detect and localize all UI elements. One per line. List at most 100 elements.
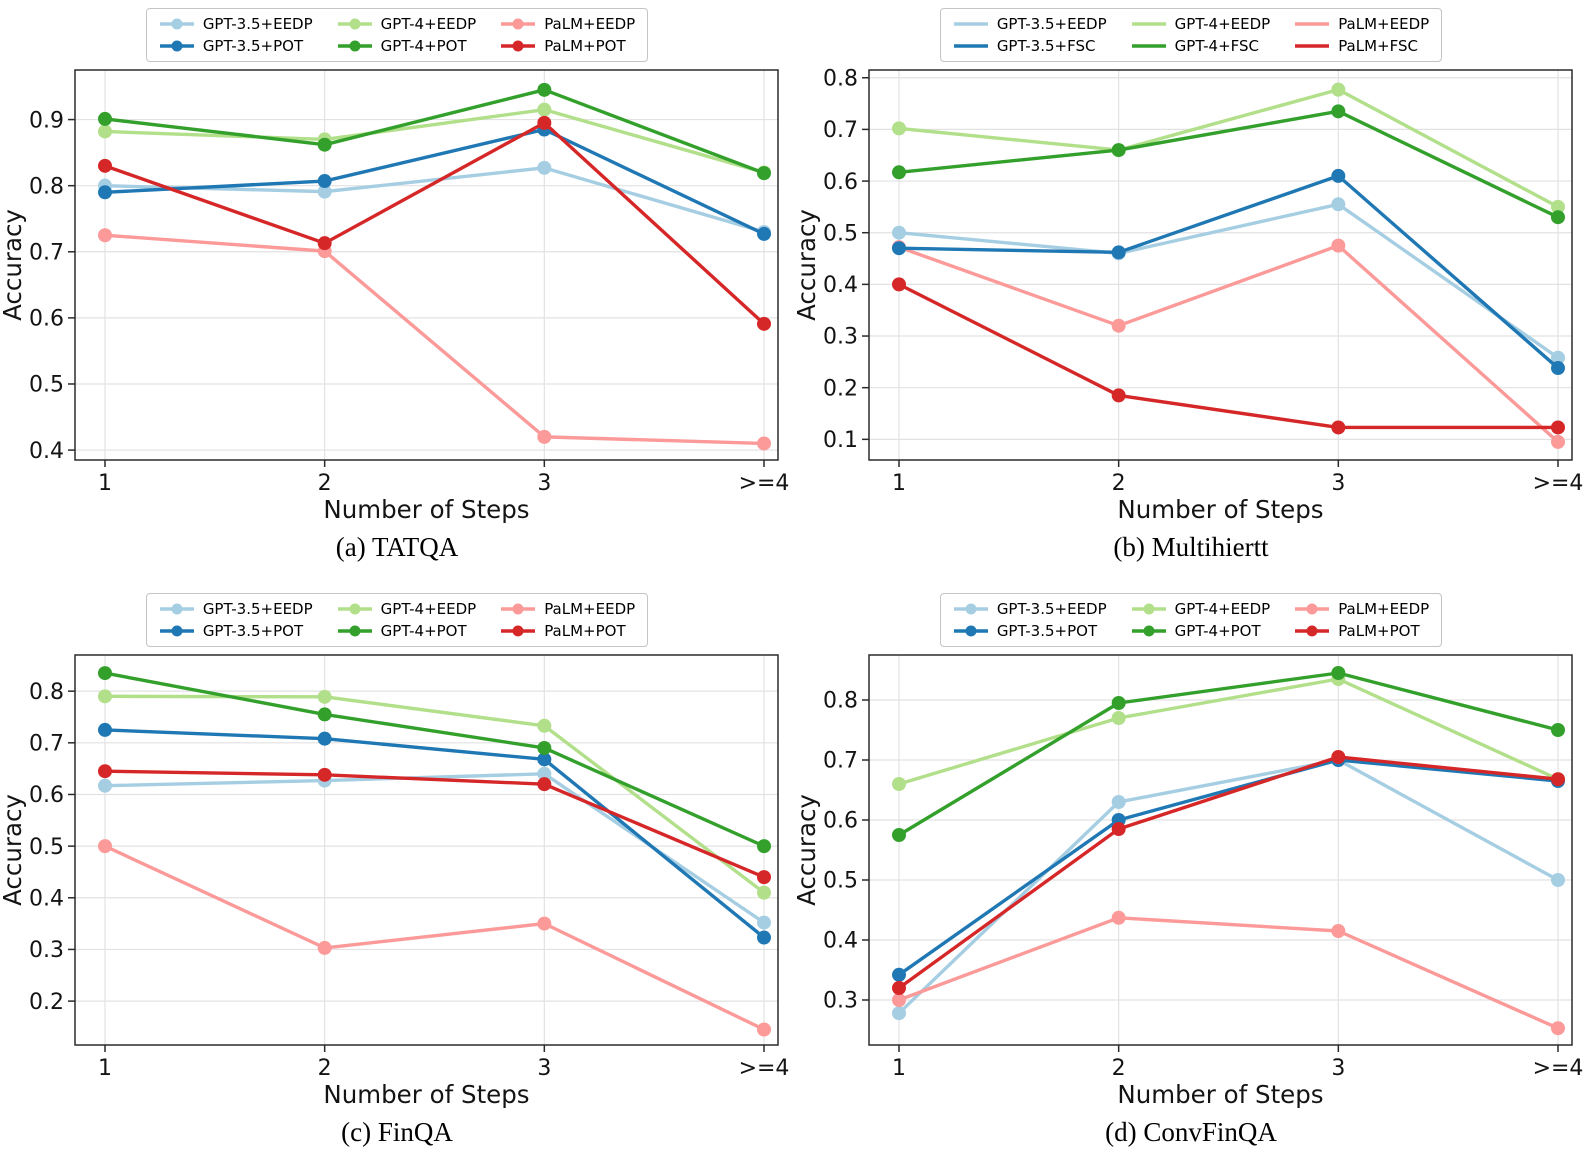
legend-item: GPT-3.5+POT	[159, 35, 313, 57]
legend-swatch-icon	[1295, 603, 1330, 615]
svg-text:0.7: 0.7	[823, 749, 858, 774]
chart-caption: (c) FinQA	[341, 1117, 453, 1147]
legend-swatch-icon	[1131, 44, 1166, 48]
legend-item: GPT-4+POT	[337, 35, 477, 57]
legend-label: GPT-4+POT	[1174, 622, 1261, 640]
chart-caption: (b) Multihiertt	[1113, 532, 1269, 562]
chart-legend: GPT-3.5+EEDP GPT-3.5+POT GPT-4+EEDP GPT-4+P…	[939, 593, 1443, 647]
legend-item: GPT-4+POT	[337, 620, 477, 642]
svg-text:Number of Steps: Number of Steps	[323, 1080, 529, 1109]
svg-text:Accuracy: Accuracy	[0, 794, 27, 906]
legend-item: GPT-4+EEDP	[337, 13, 477, 35]
chart-svg: 1 2 3 >=4 0.3 0.4 0.5 0.6 0.7 0.8 Number of Steps A…	[794, 654, 1584, 1109]
chart-caption: (a) TATQA	[335, 532, 459, 562]
legend-label: PaLM+EEDP	[544, 15, 636, 33]
legend-item: GPT-4+EEDP	[1131, 598, 1270, 620]
chart-panel-d: GPT-3.5+EEDP GPT-3.5+POT GPT-4+EEDP GPT-4+P…	[794, 585, 1588, 1170]
legend-label: GPT-4+EEDP	[1174, 15, 1271, 33]
legend-item: PaLM+POT	[500, 35, 635, 57]
svg-text:>=4: >=4	[1533, 471, 1584, 496]
legend-item: GPT-4+EEDP	[1131, 13, 1271, 35]
svg-text:>=4: >=4	[739, 471, 790, 496]
chart-panel-a: GPT-3.5+EEDP GPT-3.5+POT GPT-4+EEDP GPT-4+P…	[0, 0, 794, 585]
legend-swatch-icon	[953, 625, 988, 637]
svg-text:Accuracy: Accuracy	[0, 209, 27, 321]
svg-text:0.4: 0.4	[29, 439, 64, 464]
legend-swatch-icon	[1131, 625, 1166, 637]
svg-text:0.9: 0.9	[29, 108, 64, 133]
legend-label: GPT-4+POT	[380, 37, 467, 55]
svg-text:0.5: 0.5	[823, 869, 858, 894]
svg-text:0.2: 0.2	[823, 376, 858, 401]
legend-item: GPT-4+POT	[1131, 620, 1271, 642]
svg-text:0.4: 0.4	[823, 929, 858, 954]
legend-item: PaLM+EEDP	[1294, 598, 1429, 620]
legend-swatch-icon	[953, 22, 988, 26]
svg-text:2: 2	[1112, 1056, 1126, 1081]
legend-item: GPT-3.5+EEDP	[953, 13, 1107, 35]
legend-item: PaLM+EEDP	[1294, 13, 1429, 35]
legend-item: GPT-3.5+EEDP	[953, 598, 1107, 620]
legend-label: GPT-3.5+EEDP	[996, 15, 1107, 33]
legend-label: GPT-4+FSC	[1174, 37, 1259, 55]
svg-text:Number of Steps: Number of Steps	[323, 495, 529, 524]
legend-label: PaLM+FSC	[1338, 37, 1418, 55]
legend-label: PaLM+EEDP	[1338, 15, 1430, 33]
legend-label: PaLM+EEDP	[1338, 600, 1430, 618]
svg-text:3: 3	[537, 1056, 551, 1081]
legend-item: GPT-3.5+EEDP	[159, 598, 313, 620]
svg-text:0.6: 0.6	[823, 809, 858, 834]
svg-text:Accuracy: Accuracy	[794, 794, 821, 906]
svg-text:0.5: 0.5	[29, 835, 64, 860]
chart-svg: 1 2 3 >=4 0.2 0.3 0.4 0.5 0.6 0.7 0.8 Number of Ste…	[0, 654, 789, 1109]
svg-text:0.8: 0.8	[823, 66, 858, 91]
svg-text:1: 1	[98, 471, 112, 496]
legend-label: PaLM+POT	[544, 622, 626, 640]
legend-label: GPT-4+POT	[380, 622, 467, 640]
svg-text:0.2: 0.2	[29, 990, 64, 1015]
legend-swatch-icon	[1131, 603, 1166, 615]
svg-text:3: 3	[1331, 471, 1345, 496]
legend-swatch-icon	[159, 603, 194, 615]
svg-text:2: 2	[318, 471, 332, 496]
svg-text:1: 1	[98, 1056, 112, 1081]
svg-text:2: 2	[1112, 471, 1126, 496]
legend-label: GPT-3.5+EEDP	[996, 600, 1107, 618]
svg-text:0.7: 0.7	[29, 240, 64, 265]
svg-text:2: 2	[318, 1056, 332, 1081]
legend-swatch-icon	[501, 40, 536, 52]
legend-swatch-icon	[1295, 22, 1330, 26]
legend-label: PaLM+POT	[544, 37, 626, 55]
legend-item: GPT-4+EEDP	[337, 598, 476, 620]
legend-swatch-icon	[953, 44, 988, 48]
chart-panel-b: GPT-3.5+EEDP GPT-3.5+FSC GPT-4+EEDP GPT-4+F…	[794, 0, 1588, 585]
svg-text:>=4: >=4	[1533, 1056, 1584, 1081]
svg-text:1: 1	[892, 471, 906, 496]
svg-text:0.8: 0.8	[29, 680, 64, 705]
svg-text:0.8: 0.8	[29, 174, 64, 199]
legend-item: PaLM+EEDP	[500, 13, 635, 35]
legend-item: PaLM+FSC	[1294, 35, 1429, 57]
legend-swatch-icon	[501, 625, 536, 637]
legend-swatch-icon	[159, 40, 194, 52]
legend-label: PaLM+POT	[1338, 622, 1420, 640]
legend-label: GPT-3.5+EEDP	[202, 15, 313, 33]
legend-item: PaLM+EEDP	[500, 598, 635, 620]
svg-text:0.4: 0.4	[29, 886, 64, 911]
legend-swatch-icon	[501, 18, 536, 30]
svg-text:Accuracy: Accuracy	[794, 209, 821, 321]
legend-item: PaLM+POT	[500, 620, 635, 642]
legend-label: GPT-3.5+POT	[202, 622, 304, 640]
chart-caption: (d) ConvFinQA	[1105, 1117, 1277, 1147]
svg-text:0.5: 0.5	[29, 373, 64, 398]
legend-item: GPT-3.5+FSC	[953, 35, 1107, 57]
legend-swatch-icon	[953, 603, 988, 615]
legend-swatch-icon	[337, 625, 372, 637]
legend-label: GPT-4+EEDP	[380, 15, 477, 33]
chart-legend: GPT-3.5+EEDP GPT-3.5+POT GPT-4+EEDP GPT-4+P…	[145, 593, 649, 647]
legend-item: GPT-4+FSC	[1131, 35, 1271, 57]
svg-text:0.3: 0.3	[823, 325, 858, 350]
legend-item: GPT-3.5+POT	[159, 620, 313, 642]
svg-text:0.3: 0.3	[823, 989, 858, 1014]
